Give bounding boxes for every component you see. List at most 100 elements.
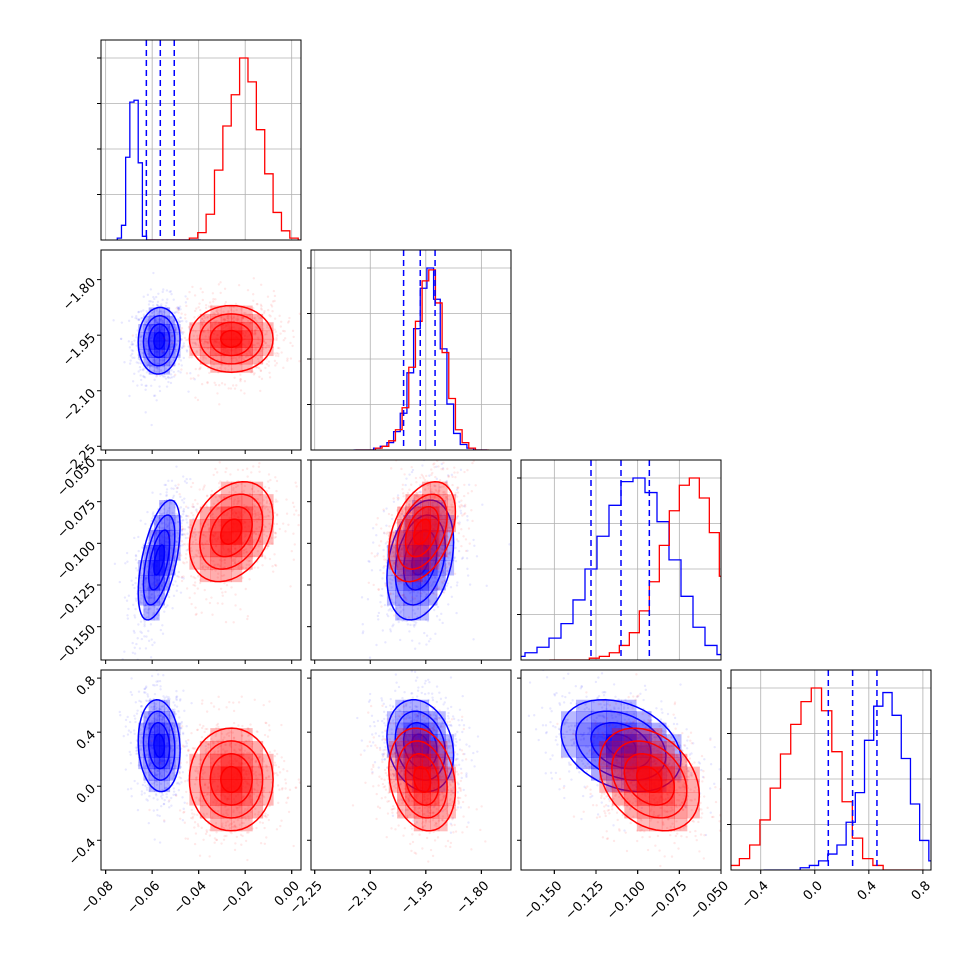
scatter-point <box>207 328 210 331</box>
scatter-point <box>457 549 461 553</box>
scatter-point <box>131 583 135 587</box>
scatter-point <box>401 575 404 579</box>
panel-3-0 <box>97 669 302 874</box>
scatter-point <box>269 339 272 342</box>
scatter-point <box>428 600 431 603</box>
density-cell <box>413 544 423 558</box>
scatter-point <box>424 581 427 585</box>
scatter-point <box>265 500 269 503</box>
scatter-point <box>375 523 378 526</box>
scatter-point <box>278 314 281 318</box>
scatter-point <box>219 291 222 295</box>
scatter-point <box>177 520 180 524</box>
scatter-point <box>199 348 202 352</box>
density-cell <box>241 494 253 508</box>
scatter-point <box>232 568 235 571</box>
scatter-point <box>446 570 449 573</box>
density-cell <box>430 494 440 508</box>
scatter-point <box>265 358 268 361</box>
scatter-point <box>206 316 209 319</box>
scatter-point <box>259 369 263 373</box>
scatter-point <box>177 370 180 373</box>
contour-line-1 <box>220 329 243 348</box>
contour-line-1 <box>396 493 448 570</box>
scatter-point <box>408 503 411 506</box>
scatter-point <box>196 337 200 340</box>
scatter-point <box>414 581 418 584</box>
scatter-point <box>282 338 285 342</box>
scatter-point <box>213 312 216 315</box>
scatter-point <box>143 356 146 359</box>
scatter-point <box>223 303 227 306</box>
scatter-point <box>233 376 236 379</box>
scatter-point <box>164 368 168 371</box>
density-cell <box>241 322 253 332</box>
scatter-point <box>185 372 189 375</box>
scatter-point <box>462 494 466 498</box>
scatter-point <box>411 604 415 607</box>
density-cell <box>143 315 150 325</box>
density-cell <box>231 313 243 323</box>
scatter-point <box>236 468 240 471</box>
scatter-point <box>416 491 419 495</box>
scatter-point <box>402 528 406 532</box>
scatter-point <box>233 561 237 564</box>
scatter-point <box>408 511 412 514</box>
scatter-point <box>394 576 398 580</box>
scatter-point <box>468 457 470 459</box>
scatter-point <box>444 492 447 496</box>
scatter-point <box>437 489 441 493</box>
scatter-point <box>377 588 380 591</box>
density-cell <box>413 506 423 520</box>
scatter-point <box>134 581 137 585</box>
scatter-point <box>399 594 402 597</box>
scatter-point <box>441 621 444 625</box>
scatter-point <box>142 374 145 378</box>
scatter-point <box>254 532 258 536</box>
contour-line-1 <box>188 304 274 373</box>
scatter-point <box>388 525 391 528</box>
scatter-point <box>217 283 221 286</box>
scatter-point <box>182 356 186 360</box>
scatter-point <box>467 483 471 486</box>
scatter-point <box>459 509 462 512</box>
scatter-point <box>432 463 435 466</box>
density-cell <box>231 506 243 520</box>
scatter-point <box>459 468 463 472</box>
density-cell <box>438 481 448 495</box>
scatter-point <box>229 497 232 500</box>
scatter-point <box>177 710 180 713</box>
scatter-point <box>403 596 407 599</box>
scatter-point <box>430 546 434 549</box>
scatter-point <box>261 327 265 331</box>
scatter-point <box>263 555 267 558</box>
scatter-point <box>175 349 179 353</box>
panel-2-1 <box>307 457 512 664</box>
scatter-point <box>206 328 210 332</box>
scatter-point <box>156 300 160 304</box>
scatter-point <box>153 768 157 772</box>
scatter-point <box>180 368 183 371</box>
scatter-point <box>203 569 207 572</box>
scatter-point <box>134 558 138 561</box>
scatter-point <box>196 511 199 514</box>
scatter-point <box>424 618 428 621</box>
scatter-point <box>385 560 388 564</box>
scatter-point <box>170 555 174 558</box>
scatter-point <box>360 596 364 599</box>
scatter-point <box>229 308 233 312</box>
scatter-point <box>133 646 136 650</box>
scatter-point <box>278 527 281 531</box>
scatter-point <box>170 487 173 490</box>
scatter-point <box>400 512 404 516</box>
scatter-point <box>195 351 199 354</box>
scatter-point <box>159 685 162 688</box>
scatter-point <box>155 706 158 709</box>
scatter-point <box>167 361 171 364</box>
density-cell <box>174 515 181 531</box>
scatter-point <box>441 504 444 508</box>
density-cell <box>164 340 171 350</box>
scatter-point <box>468 583 472 586</box>
scatter-point <box>389 597 392 600</box>
scatter-point <box>139 374 142 377</box>
